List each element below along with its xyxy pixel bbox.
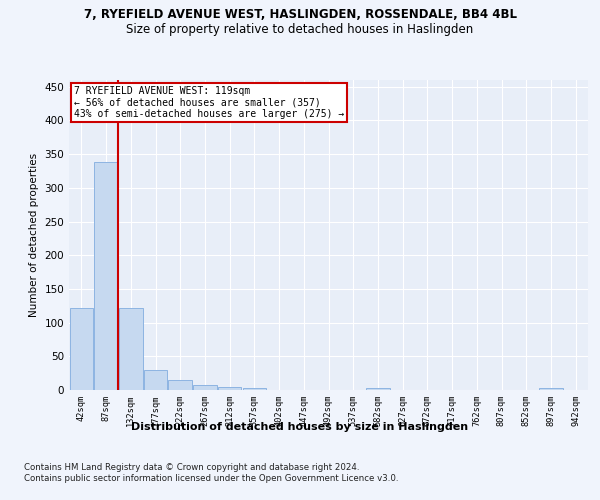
Bar: [144, 370, 167, 390]
Text: Contains HM Land Registry data © Crown copyright and database right 2024.: Contains HM Land Registry data © Crown c…: [24, 462, 359, 471]
Text: Size of property relative to detached houses in Haslingden: Size of property relative to detached ho…: [127, 22, 473, 36]
Text: Contains public sector information licensed under the Open Government Licence v3: Contains public sector information licen…: [24, 474, 398, 483]
Text: 7, RYEFIELD AVENUE WEST, HASLINGDEN, ROSSENDALE, BB4 4BL: 7, RYEFIELD AVENUE WEST, HASLINGDEN, ROS…: [83, 8, 517, 20]
Y-axis label: Number of detached properties: Number of detached properties: [29, 153, 39, 317]
Bar: [193, 384, 217, 390]
Bar: [539, 388, 563, 390]
Text: Distribution of detached houses by size in Haslingden: Distribution of detached houses by size …: [131, 422, 469, 432]
Bar: [218, 386, 241, 390]
Bar: [70, 308, 93, 390]
Text: 7 RYEFIELD AVENUE WEST: 119sqm
← 56% of detached houses are smaller (357)
43% of: 7 RYEFIELD AVENUE WEST: 119sqm ← 56% of …: [74, 86, 344, 120]
Bar: [119, 308, 143, 390]
Bar: [242, 388, 266, 390]
Bar: [94, 162, 118, 390]
Bar: [366, 388, 389, 390]
Bar: [169, 380, 192, 390]
